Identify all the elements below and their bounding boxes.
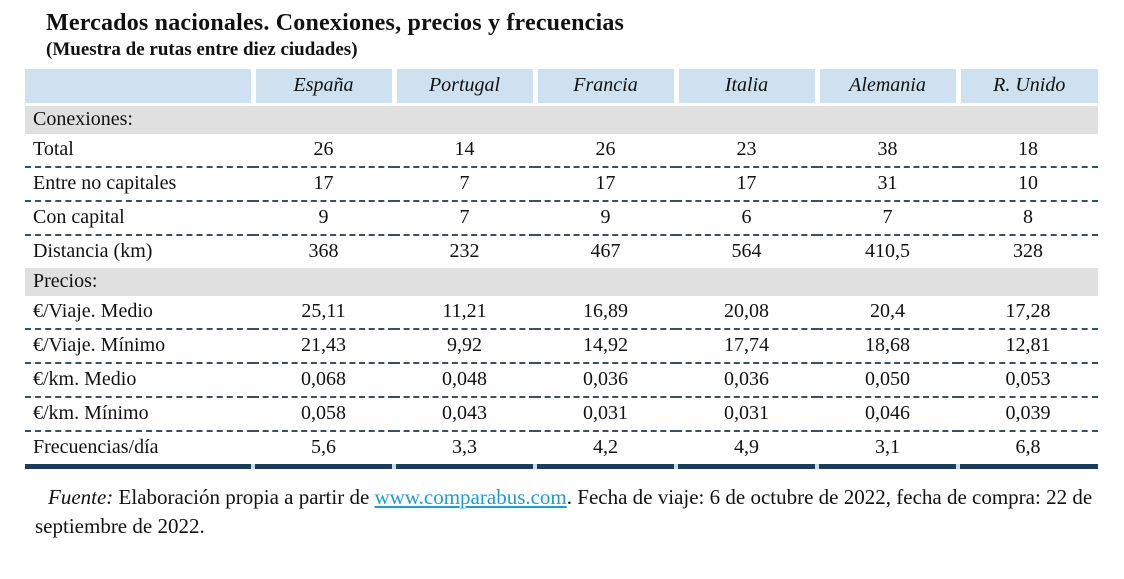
row-label: Total xyxy=(25,134,253,168)
cell-value: 0,053 xyxy=(958,363,1098,398)
table-row-entre-no-capitales: Entre no capitales 17 7 17 17 31 10 xyxy=(25,167,1098,202)
row-label: €/km. Mínimo xyxy=(25,397,253,432)
cell-value: 0,039 xyxy=(958,397,1098,432)
cell-value: 18,68 xyxy=(817,329,958,364)
cell-value: 25,11 xyxy=(253,296,394,330)
column-header-runido: R. Unido xyxy=(955,69,1098,106)
cell-value: 17,28 xyxy=(958,296,1098,330)
comparabus-link[interactable]: www.comparabus.com xyxy=(374,485,567,509)
cell-value: 7 xyxy=(817,201,958,236)
column-header-espana: España xyxy=(250,69,394,106)
column-header-alemania: Alemania xyxy=(814,69,958,106)
cell-value: 8 xyxy=(958,201,1098,236)
cell-value: 0,043 xyxy=(394,397,535,432)
table-row-con-capital: Con capital 9 7 9 6 7 8 xyxy=(25,201,1098,236)
cell-value: 0,036 xyxy=(535,363,676,398)
section-row-conexiones: Conexiones: xyxy=(25,104,1098,134)
section-label: Conexiones: xyxy=(25,104,1098,134)
section-row-precios: Precios: xyxy=(25,268,1098,296)
row-label: Entre no capitales xyxy=(25,167,253,202)
row-label: €/Viaje. Medio xyxy=(25,296,253,330)
data-table: España Portugal Francia Italia Alemania … xyxy=(25,69,1098,469)
table-row-viaje-medio: €/Viaje. Medio 25,11 11,21 16,89 20,08 2… xyxy=(25,296,1098,330)
cell-value: 6,8 xyxy=(1015,436,1041,458)
cell-value: 9 xyxy=(253,201,394,236)
cell-value: 0,031 xyxy=(676,397,817,432)
cell-value: 9,92 xyxy=(394,329,535,364)
cell-value: 410,5 xyxy=(865,240,910,262)
cell-value: 564 xyxy=(731,240,762,262)
source-label: Fuente: xyxy=(48,485,114,509)
cell-value: 4,9 xyxy=(734,436,759,458)
column-header-italia: Italia xyxy=(673,69,817,106)
column-header-portugal: Portugal xyxy=(391,69,535,106)
cell-value: 14,92 xyxy=(535,329,676,364)
cell-value: 0,058 xyxy=(253,397,394,432)
cell-value: 20,08 xyxy=(676,296,817,330)
cell-value: 0,050 xyxy=(817,363,958,398)
cell-value: 17,74 xyxy=(676,329,817,364)
cell-value: 0,046 xyxy=(817,397,958,432)
column-header-francia: Francia xyxy=(532,69,676,106)
cell-value: 3,3 xyxy=(452,436,477,458)
section-label: Precios: xyxy=(25,268,1098,296)
cell-value: 23 xyxy=(676,134,817,168)
source-text-after-link: . Fecha de viaje: 6 de octubre de 2022, … xyxy=(35,485,1093,538)
cell-value: 0,031 xyxy=(535,397,676,432)
cell-value: 368 xyxy=(308,240,339,262)
cell-value: 5,6 xyxy=(311,436,336,458)
cell-value: 6 xyxy=(676,201,817,236)
cell-value: 17 xyxy=(676,167,817,202)
cell-value: 4,2 xyxy=(593,436,618,458)
table-row-frecuencias: Frecuencias/día 5,6 3,3 4,2 4,9 3,1 6,8 xyxy=(25,431,1098,464)
cell-value: 31 xyxy=(817,167,958,202)
source-note: Fuente: Elaboración propia a partir de w… xyxy=(35,483,1093,541)
row-label: Frecuencias/día xyxy=(33,436,159,458)
cell-value: 17 xyxy=(253,167,394,202)
empty-corner-cell xyxy=(25,69,253,106)
cell-value: 12,81 xyxy=(958,329,1098,364)
table-bottom-rule xyxy=(25,464,1098,469)
cell-value: 17 xyxy=(535,167,676,202)
cell-value: 26 xyxy=(253,134,394,168)
source-text-before-link: Elaboración propia a partir de xyxy=(113,485,375,509)
cell-value: 38 xyxy=(817,134,958,168)
table-row-total: Total 26 14 26 23 38 18 xyxy=(25,134,1098,168)
cell-value: 10 xyxy=(958,167,1098,202)
row-label: €/km. Medio xyxy=(25,363,253,398)
table-row-km-medio: €/km. Medio 0,068 0,048 0,036 0,036 0,05… xyxy=(25,363,1098,398)
cell-value: 20,4 xyxy=(817,296,958,330)
cell-value: 26 xyxy=(535,134,676,168)
cell-value: 3,1 xyxy=(875,436,900,458)
table-row-km-minimo: €/km. Mínimo 0,058 0,043 0,031 0,031 0,0… xyxy=(25,397,1098,432)
cell-value: 14 xyxy=(394,134,535,168)
cell-value: 11,21 xyxy=(394,296,535,330)
cell-value: 328 xyxy=(1013,240,1043,262)
cell-value: 9 xyxy=(535,201,676,236)
cell-value: 467 xyxy=(590,240,621,262)
cell-value: 7 xyxy=(394,201,535,236)
page-subtitle: (Muestra de rutas entre diez ciudades) xyxy=(46,39,358,60)
row-label: Distancia (km) xyxy=(33,240,153,262)
cell-value: 0,048 xyxy=(394,363,535,398)
cell-value: 232 xyxy=(449,240,480,262)
cell-value: 0,036 xyxy=(676,363,817,398)
table-row-distancia: Distancia (km) 368 232 467 564 410,5 328 xyxy=(25,235,1098,268)
row-label: Con capital xyxy=(25,201,253,236)
cell-value: 0,068 xyxy=(253,363,394,398)
row-label: €/Viaje. Mínimo xyxy=(25,329,253,364)
page-title: Mercados nacionales. Conexiones, precios… xyxy=(46,10,625,36)
table-header-row: España Portugal Francia Italia Alemania … xyxy=(25,69,1098,106)
table-row-viaje-minimo: €/Viaje. Mínimo 21,43 9,92 14,92 17,74 1… xyxy=(25,329,1098,364)
cell-value: 21,43 xyxy=(253,329,394,364)
cell-value: 18 xyxy=(958,134,1098,168)
cell-value: 7 xyxy=(394,167,535,202)
cell-value: 16,89 xyxy=(535,296,676,330)
